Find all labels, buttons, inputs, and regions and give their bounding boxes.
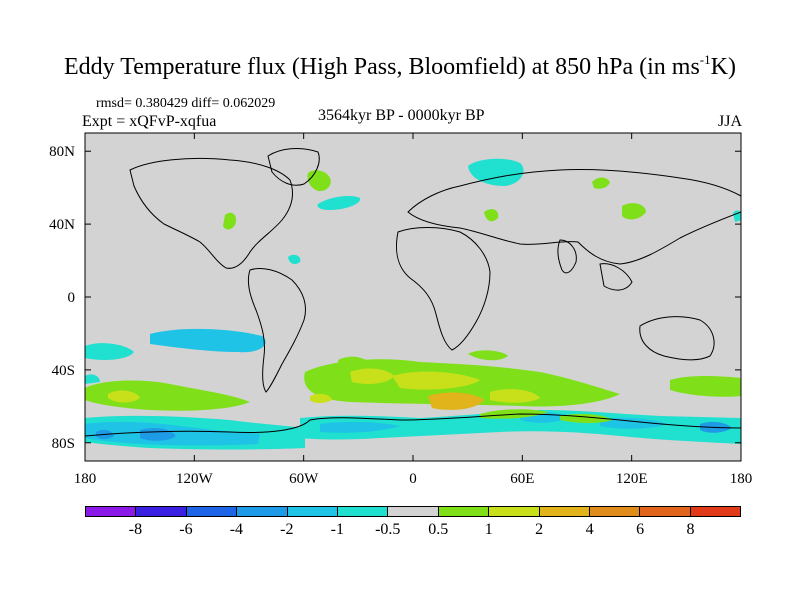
shade-green [622, 203, 646, 220]
lat-tick-label: 40N [49, 217, 75, 233]
shade-green [223, 212, 237, 230]
colorbar-swatch [86, 507, 137, 516]
lon-tick-label: 180 [74, 471, 97, 487]
colorbar-swatch [337, 507, 389, 516]
colorbar-label: 6 [636, 521, 645, 538]
coast-north-america [129, 157, 293, 269]
colorbar-swatch [690, 507, 741, 516]
lon-tick-label: 60E [510, 471, 534, 487]
shade-yellow [310, 393, 332, 403]
colorbar-label: -0.5 [375, 521, 401, 538]
shade-cyan [468, 158, 524, 186]
colorbar-label: -6 [179, 521, 193, 538]
shade-cyan [600, 417, 668, 429]
shade-green [484, 209, 499, 222]
colorbar-label: -1 [330, 521, 344, 538]
shade-cyan [85, 374, 100, 384]
stats-label: rmsd= 0.380429 diff= 0.062029 [96, 96, 276, 111]
colorbar-label: -8 [128, 521, 143, 538]
coast-australia [639, 316, 715, 361]
coast-southeast-asia [599, 263, 633, 291]
coast-south-america [247, 267, 306, 393]
coast-greenland [267, 148, 320, 186]
lat-tick-label: 80N [49, 144, 75, 160]
shade-yellow [108, 390, 140, 403]
colorbar-swatch [438, 507, 490, 516]
coast-antarctica [85, 413, 741, 437]
experiment-label: Expt = xQFvP-xqfua [82, 113, 217, 130]
map-background [85, 133, 741, 461]
title-main: Eddy Temperature flux (High Pass, Bloomf… [64, 54, 700, 80]
coastlines [85, 148, 741, 437]
shade-green [85, 380, 250, 411]
colorbar-label: -4 [229, 521, 244, 538]
shade-cyan [288, 254, 301, 265]
colorbar-swatch [539, 507, 590, 516]
colorbar-swatch [237, 507, 288, 516]
season-label: JJA [717, 113, 742, 130]
colorbar-label: 2 [535, 521, 544, 538]
colorbar-swatch [186, 507, 238, 516]
lat-tick-label: 80S [52, 436, 75, 452]
shade-green [338, 356, 372, 372]
title-superscript: -1 [699, 52, 711, 67]
shade-green [670, 376, 741, 397]
shade-cyan [320, 421, 400, 433]
lat-tick-label: 40S [52, 363, 75, 379]
colorbar-swatch [489, 507, 540, 516]
coast-eurasia [407, 168, 741, 265]
plot-title: Eddy Temperature flux (High Pass, Bloomf… [0, 52, 800, 81]
title-tail: K) [710, 54, 736, 80]
lat-tick-label: 0 [68, 290, 76, 306]
colorbar-label: 4 [585, 521, 594, 538]
lon-tick-label: 60W [289, 471, 319, 487]
lon-tick-label: 120W [176, 471, 214, 487]
colorbar-label: 8 [686, 521, 695, 538]
shade-orange [428, 392, 484, 410]
coast-africa [396, 227, 491, 351]
shade-cyan [85, 343, 134, 360]
lon-tick-label: 180 [730, 471, 753, 487]
shade-yellow [350, 368, 394, 384]
colorbar-swatch [136, 507, 187, 516]
colorbar-label: -2 [280, 521, 294, 538]
period-label: 3564kyr BP - 0000kyr BP [318, 107, 485, 124]
colorbar-swatch [388, 507, 439, 516]
axis-ticks: 180 120W 60W 0 60E 120E 180 80N 40N 0 40S 80S [49, 133, 752, 487]
shade-yellow [490, 389, 540, 403]
lon-tick-label: 0 [409, 471, 417, 487]
colorbar-label: 0.5 [428, 521, 449, 538]
colorbar-swatch [287, 507, 338, 516]
colorbar-swatch [640, 507, 691, 516]
anomaly-shading [85, 158, 741, 450]
lon-tick-label: 120E [616, 471, 648, 487]
coast-india [557, 239, 577, 274]
shade-yellow [392, 371, 480, 390]
shade-green [468, 350, 508, 361]
shade-cyan [150, 328, 266, 353]
colorbar-label: 1 [484, 521, 493, 538]
colorbar [85, 506, 741, 517]
colorbar-swatch [589, 507, 641, 516]
shade-green [592, 177, 610, 189]
shade-cyan [317, 196, 361, 210]
